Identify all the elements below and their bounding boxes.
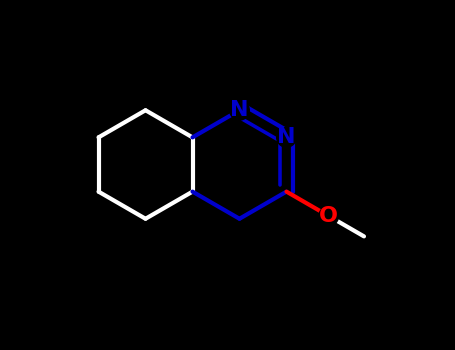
Circle shape — [277, 127, 296, 147]
Text: O: O — [319, 206, 338, 226]
Text: N: N — [277, 127, 296, 147]
Text: N: N — [230, 100, 249, 120]
Circle shape — [230, 100, 249, 120]
Circle shape — [319, 206, 339, 226]
